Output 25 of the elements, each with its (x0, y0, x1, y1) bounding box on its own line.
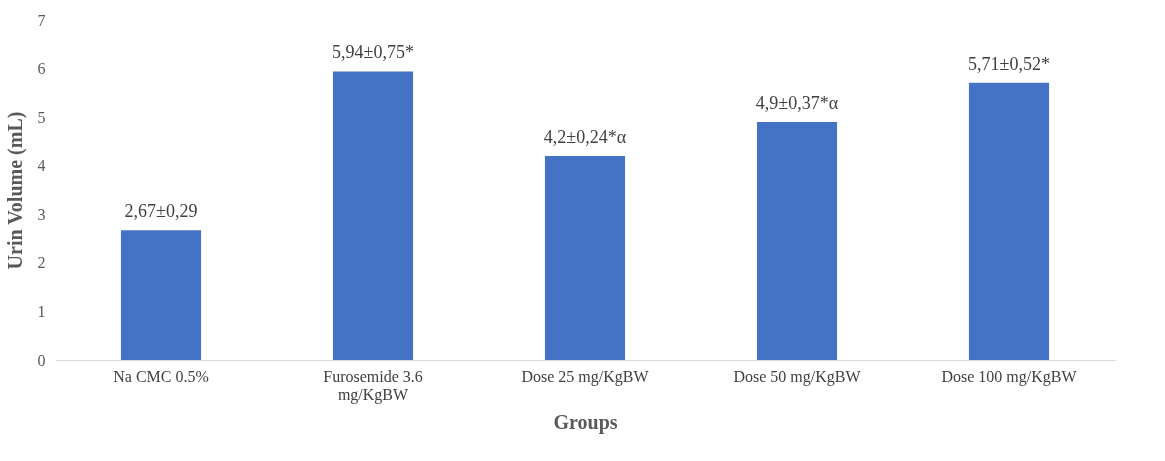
y-tick-label: 1 (37, 302, 46, 320)
y-tick-label: 6 (37, 60, 46, 78)
x-tick-label: Dose 50 mg/KgBW (733, 367, 862, 386)
x-tick-label: Dose 25 mg/KgBW (521, 367, 650, 386)
y-tick-label: 4 (37, 157, 46, 175)
bar (332, 71, 414, 360)
data-label: 5,94±0,75* (332, 42, 414, 63)
y-tick-label: 5 (37, 108, 46, 126)
y-tick-label: 7 (37, 11, 46, 29)
data-label: 4,9±0,37*α (755, 93, 839, 113)
bar (544, 156, 626, 360)
x-axis-title: Groups (553, 410, 618, 434)
x-tick-label: Furosemide 3.6 mg/KgBW (323, 367, 423, 404)
bar (968, 82, 1050, 360)
data-label: 5,71±0,52* (968, 53, 1050, 74)
y-axis-title: Urin Volume (mL) (3, 111, 27, 270)
y-tick-label: 2 (37, 254, 46, 272)
data-label: 4,2±0,24*α (543, 127, 627, 147)
bar (756, 122, 838, 360)
y-tick-label: 3 (37, 205, 46, 223)
y-tick-label: 0 (37, 351, 46, 369)
bar (120, 230, 202, 360)
data-label: 2,67±0,29 (124, 201, 198, 222)
x-tick-label: Dose 100 mg/KgBW (941, 367, 1078, 386)
x-tick-label: Na CMC 0.5% (113, 367, 209, 385)
